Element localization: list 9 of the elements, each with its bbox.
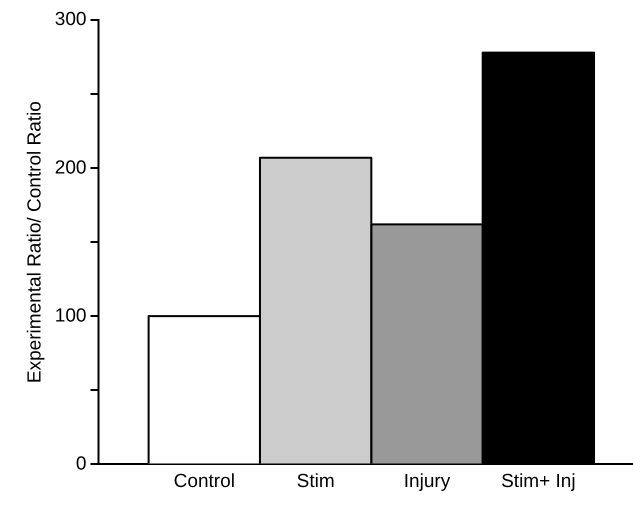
y-axis-title: Experimental Ratio/ Control Ratio [24,101,46,384]
y-tick-label: 300 [54,9,86,30]
x-tick-label: Injury [404,470,451,492]
x-tick-label: Control [174,470,235,492]
y-tick-label: 200 [54,157,86,178]
y-tick-label: 100 [54,305,86,326]
x-tick-label: Stim [296,470,335,492]
y-tick-label: 0 [76,453,86,474]
x-tick-label: Stim+ Inj [501,470,576,492]
